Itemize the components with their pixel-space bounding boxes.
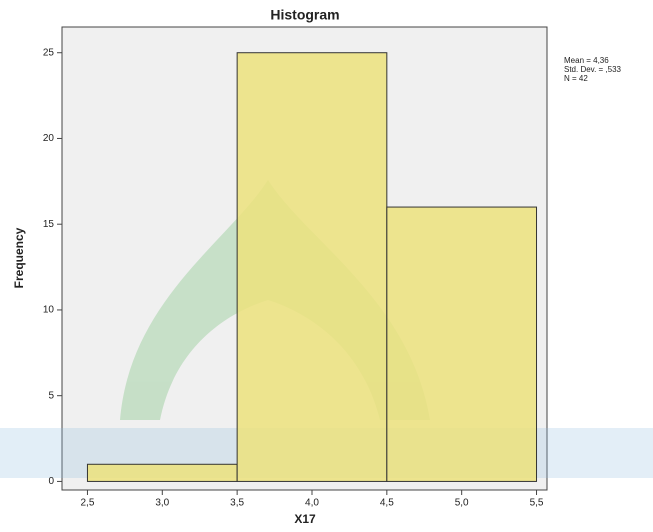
stat-label: Mean = 4,36 [564,56,609,65]
y-tick-label: 20 [43,133,55,144]
chart-title: Histogram [270,7,339,23]
y-tick-label: 15 [43,219,55,230]
y-tick-label: 10 [43,305,55,316]
x-tick-label: 5,0 [455,498,469,509]
x-tick-label: 4,0 [305,498,319,509]
x-tick-label: 3,0 [155,498,169,509]
bar [86,463,238,482]
x-axis-label: X17 [294,512,316,526]
bar [236,52,388,482]
x-tick-label: 2,5 [80,498,94,509]
bar [386,206,538,482]
stat-label: Std. Dev. = ,533 [564,65,622,74]
y-axis-label: Frequency [12,227,26,288]
x-tick-label: 3,5 [230,498,244,509]
y-tick-label: 0 [48,476,54,487]
x-tick-label: 4,5 [380,498,394,509]
y-tick-label: 5 [48,390,54,401]
stat-label: N = 42 [564,74,588,83]
y-tick-label: 25 [43,47,55,58]
x-tick-label: 5,5 [530,498,544,509]
